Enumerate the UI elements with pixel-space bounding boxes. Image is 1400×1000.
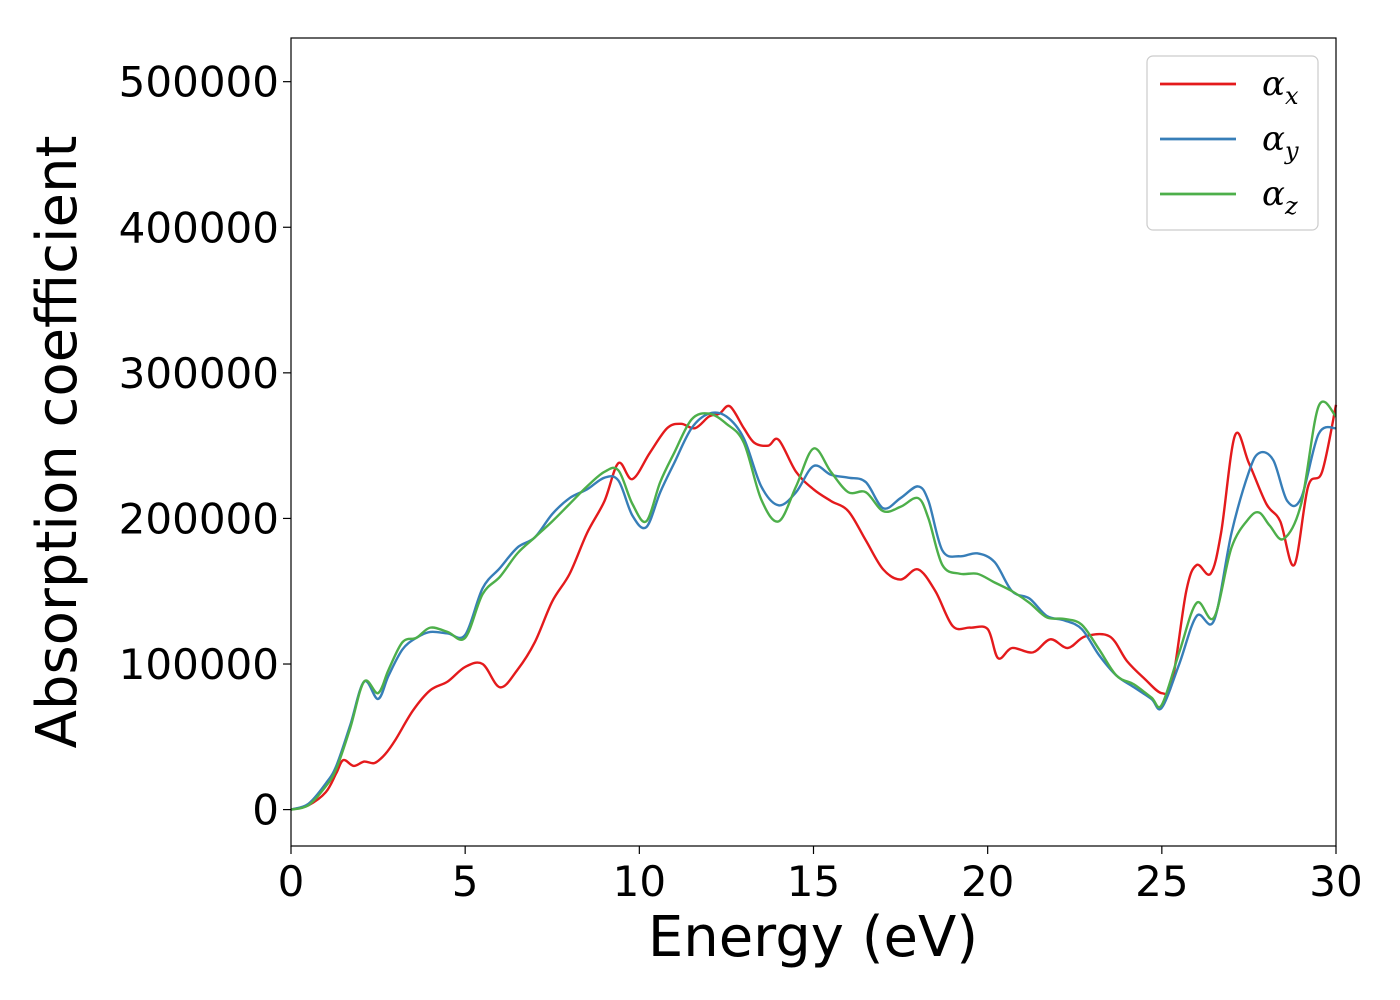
x-tick-label: 0 <box>278 857 305 906</box>
y-tick-label: 300000 <box>119 349 279 398</box>
series-line-y <box>290 411 1337 811</box>
x-tick-label: 5 <box>452 857 479 906</box>
y-tick-label: 100000 <box>119 640 279 689</box>
x-tick-label: 10 <box>613 857 666 906</box>
x-tick-label: 25 <box>1135 857 1188 906</box>
y-axis-label: Absorption coefficient <box>25 136 90 749</box>
series-line-z <box>290 400 1337 811</box>
y-axis-ticks: 0 100000 200000 300000 400000 500000 <box>119 58 291 835</box>
x-tick-label: 30 <box>1309 857 1362 906</box>
x-tick-label: 15 <box>787 857 840 906</box>
x-axis-ticks: 0 5 10 15 20 25 30 <box>278 846 1363 906</box>
series-line-x <box>290 404 1338 811</box>
y-tick-label: 500000 <box>119 58 279 107</box>
series-layer <box>290 400 1338 811</box>
y-tick-label: 0 <box>252 786 279 835</box>
y-tick-label: 400000 <box>119 203 279 252</box>
x-tick-label: 20 <box>961 857 1014 906</box>
legend-box <box>1146 55 1319 231</box>
x-axis-label: Energy (eV) <box>648 905 978 970</box>
y-tick-label: 200000 <box>119 494 279 543</box>
